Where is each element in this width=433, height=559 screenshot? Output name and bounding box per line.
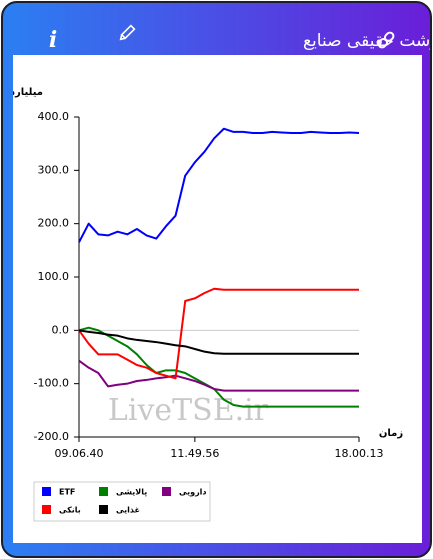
legend-swatch [99,487,108,496]
series-line [78,329,359,355]
edit-icon[interactable] [119,24,136,42]
chart-panel: میلیارد تومان زمان LiveTSE.ir 400.0 300.0… [3,55,422,543]
legend-label: پالایشی [116,488,147,497]
series-line [78,326,359,408]
legend-swatch [162,487,171,496]
legend-label: ETF [59,488,75,497]
legend-label: غذایی [116,506,140,515]
info-icon[interactable]: i [49,27,57,53]
legend-swatch [99,505,108,514]
x-tick-label: 11.49.56 [170,447,219,460]
y-tick-label: 100.0 [38,270,70,283]
legend-label: بانکی [59,506,81,515]
legend-swatch [42,505,51,514]
series-line [78,287,359,380]
series-line [78,359,359,392]
y-tick-label: 200.0 [38,217,70,230]
y-tick-label: 400.0 [38,110,70,123]
y-tick-label: -200.0 [34,430,69,443]
watermark: LiveTSE.ir [108,393,269,428]
chart-title: پول درشت حقیقی صنایع [303,31,430,51]
link-icon[interactable] [377,31,395,49]
legend [33,481,211,522]
chart: میلیارد تومان زمان LiveTSE.ir 400.0 300.0… [3,87,403,522]
series-line [78,127,360,243]
y-tick-label: -100.0 [34,377,69,390]
legend-swatch [42,487,51,496]
x-tick-label: 09.06.40 [55,447,104,460]
y-axis-label: میلیارد تومان [13,87,43,98]
legend-label: دارویی [179,488,207,497]
x-axis-label: زمان [379,428,403,439]
header: i پول درشت حقیقی صنایع [49,24,430,53]
x-tick-label: 18.00.13 [335,447,384,460]
y-tick-label: 0.0 [52,323,70,336]
y-tick-label: 300.0 [38,163,70,176]
